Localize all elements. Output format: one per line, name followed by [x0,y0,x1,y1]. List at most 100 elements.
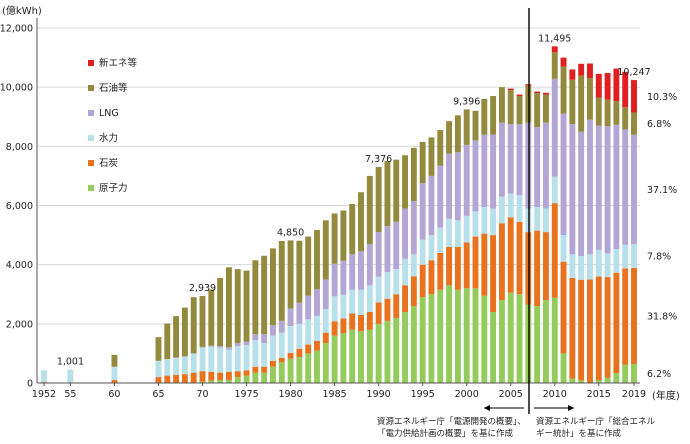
bar-group-2011 [560,57,567,383]
bar-segment-hydro [111,366,118,381]
bar-segment-oil [454,115,461,153]
bar-segment-nuclear [534,306,541,383]
bar-segment-oil [569,79,576,125]
bar-group-1960 [111,354,118,383]
bar-segment-hydro [173,357,180,375]
bar-segment-oil [349,204,356,255]
bar-segment-nuclear [472,288,479,383]
source-left-line2: 「電力供給計画の概要」を基に作成 [377,428,514,439]
bar-segment-lng [631,134,637,245]
bar-segment-oil [384,161,391,227]
x-tick-label: 70 [196,389,208,400]
bar-group-1985 [331,213,338,383]
y-tick-label: 10,000 [0,83,33,94]
bar-segment-lng [375,232,382,277]
x-tick-label: 2019 [622,389,646,400]
bar-group-1999 [454,115,461,383]
bar-segment-coal [208,371,215,381]
bar-segment-renew [622,71,629,108]
bar-segment-lng [551,78,558,177]
bar-segment-lng [243,341,250,346]
bar-segment-nuclear [384,320,391,383]
bar-segment-coal [560,261,567,354]
bar-segment-nuclear [234,377,241,383]
bar-segment-lng [498,122,505,197]
bar-segment-coal [419,264,426,298]
bar-segment-lng [331,263,338,297]
total-label-1955: 1,001 [57,357,84,368]
bar-segment-lng [296,302,303,324]
bar-segment-nuclear [296,356,303,383]
bar-segment-hydro [340,294,347,319]
bar-segment-nuclear [243,375,250,383]
bar-segment-oil [463,109,470,145]
bar-segment-lng [428,175,435,236]
bar-segment-nuclear [261,372,268,383]
bar-group-1991 [384,161,391,383]
bar-segment-oil [155,337,162,361]
bar-segment-hydro [261,343,268,367]
bar-group-2019 [631,80,637,383]
bar-segment-hydro [287,326,294,353]
bar-group-1998 [446,121,453,383]
bar-segment-lng [604,126,611,254]
bar-segment-lng [208,345,215,347]
bar-segment-coal [314,340,320,351]
total-label-1970: 2,939 [189,283,216,294]
legend-item-renew: 新エネ等 [88,57,138,69]
bar-segment-hydro [498,196,505,224]
bar-segment-lng [463,144,470,216]
legend-swatch [88,110,94,116]
bar-segment-hydro [613,248,620,273]
bar-segment-hydro [384,272,391,299]
bar-segment-oil [428,137,435,176]
bar-segment-lng [349,254,356,290]
bar-segment-lng [393,221,400,270]
bar-segment-nuclear [613,373,620,383]
y-tick-label: 2,000 [6,319,33,330]
bar-segment-hydro [631,244,637,268]
bar-group-2008 [534,91,541,383]
bar-segment-nuclear [437,289,444,383]
bar-group-1966 [164,323,171,383]
bar-group-1952 [41,370,47,383]
bar-segment-nuclear [578,380,585,383]
total-label-2019: 10,247 [617,67,650,78]
bar-segment-nuclear [542,300,549,383]
bar-segment-oil [270,248,276,326]
y-tick-label: 6,000 [6,201,33,212]
bar-segment-nuclear [428,294,435,383]
bar-segment-oil [446,121,453,154]
bar-segment-renew [551,46,558,53]
bar-segment-nuclear [287,358,294,383]
bar-segment-hydro [41,370,47,383]
bar-segment-oil [366,175,373,244]
total-label-1980: 4,850 [277,227,304,238]
bar-group-2009 [542,92,549,383]
bar-segment-lng [595,125,602,250]
bar-segment-lng [287,308,294,327]
bar-segment-coal [587,279,593,383]
legend-swatch [88,135,94,141]
x-tick-label: 1985 [323,389,347,400]
bar-segment-nuclear [402,312,408,383]
bar-segment-hydro [604,253,611,278]
bar-segment-oil [190,297,197,354]
bar-segment-nuclear [252,372,259,383]
bar-segment-hydro [314,315,320,341]
bar-segment-coal [270,360,276,367]
source-arrows [484,405,574,411]
bar-segment-lng [270,325,276,336]
bar-segment-oil [578,75,585,132]
bar-segment-lng [234,343,241,347]
total-label-2000: 9,396 [453,96,480,107]
bar-segment-coal [217,372,224,381]
bar-segment-hydro [305,319,312,345]
bar-segment-hydro [446,218,453,247]
share-label-nuclear: 6.2% [647,369,671,380]
bar-segment-oil [437,130,444,166]
y-tick-label: 4,000 [6,260,33,271]
x-tick-label: 1995 [411,389,435,400]
bar-segment-hydro [569,254,576,278]
bar-group-2014 [587,63,593,383]
